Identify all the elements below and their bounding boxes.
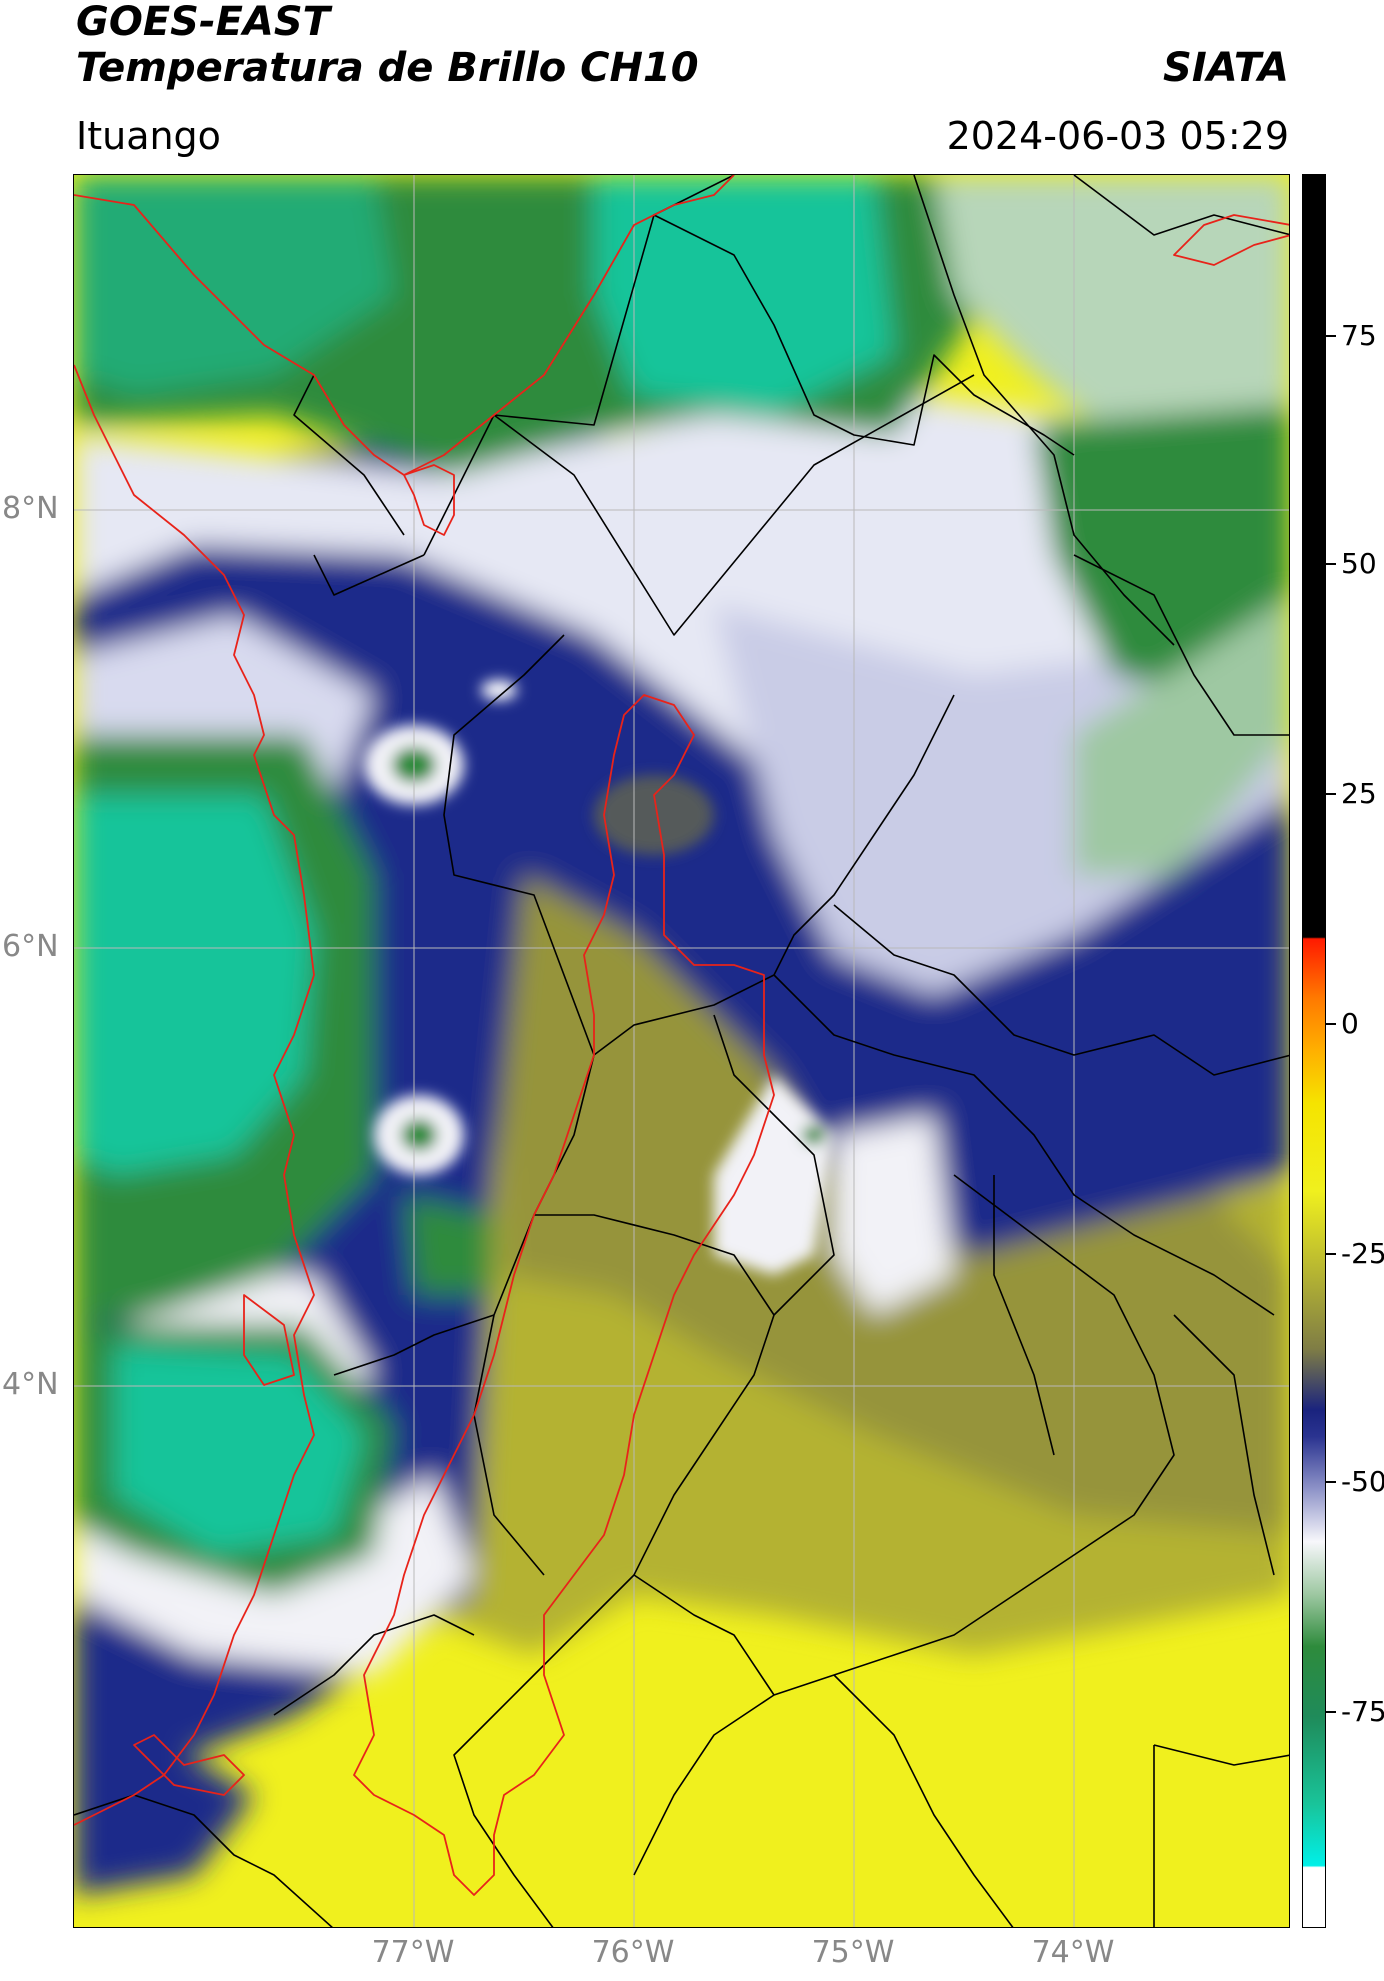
colorbar-tick-75: 75 bbox=[1341, 319, 1377, 352]
datetime-label: 2024-06-03 05:29 bbox=[946, 114, 1289, 158]
colorbar-tick-0: 0 bbox=[1341, 1007, 1359, 1040]
lon-label-75w: 75°W bbox=[811, 1935, 895, 1970]
colorbar-tick-minus25: -25 bbox=[1341, 1237, 1384, 1270]
colorbar-tick-minus75: -75 bbox=[1341, 1695, 1384, 1728]
satellite-title: GOES-EAST bbox=[76, 0, 330, 45]
temperature-colorbar bbox=[1302, 174, 1326, 1928]
lat-label-4n: 4°N bbox=[2, 1367, 59, 1402]
map-svg bbox=[74, 175, 1289, 1927]
colorbar-tick-50: 50 bbox=[1341, 547, 1377, 580]
lon-label-76w: 76°W bbox=[591, 1935, 675, 1970]
location-label: Ituango bbox=[76, 114, 221, 158]
lat-label-8n: 8°N bbox=[2, 491, 59, 526]
colorbar-tick-25: 25 bbox=[1341, 777, 1377, 810]
product-title: Temperatura de Brillo CH10 bbox=[76, 45, 699, 91]
colorbar-tick-minus50: -50 bbox=[1341, 1465, 1384, 1498]
coastline-and-region bbox=[74, 175, 1289, 1896]
lon-label-74w: 74°W bbox=[1031, 1935, 1115, 1970]
lon-label-77w: 77°W bbox=[371, 1935, 455, 1970]
brightness-temperature-map bbox=[73, 174, 1290, 1928]
agency-label: SIATA bbox=[1163, 45, 1289, 91]
graticule bbox=[74, 175, 1289, 1927]
lat-label-6n: 6°N bbox=[2, 929, 59, 964]
admin-borders bbox=[74, 175, 1289, 1927]
